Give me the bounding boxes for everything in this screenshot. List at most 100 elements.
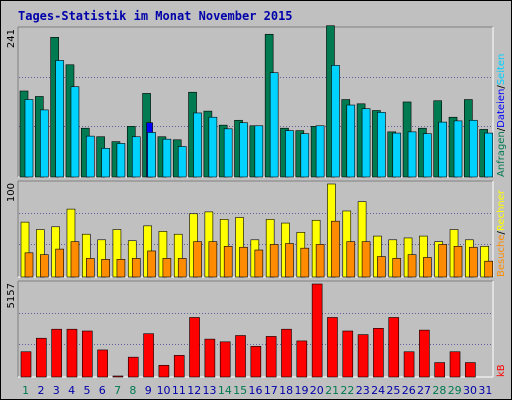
bar-seiten-17 xyxy=(269,72,279,178)
bar-rechner-17 xyxy=(269,244,279,278)
bar-rechner-29 xyxy=(453,246,463,278)
bar-kb-21 xyxy=(327,317,338,378)
bar-rechner-2 xyxy=(40,254,49,278)
bar-rechner-1 xyxy=(24,252,34,278)
bar-kb-23 xyxy=(357,334,369,378)
bar-rechner-7 xyxy=(116,259,126,278)
bar-seiten-24 xyxy=(377,112,386,178)
bar-seiten-29 xyxy=(453,120,463,178)
bar-rechner-27 xyxy=(423,257,432,278)
bar-rechner-24 xyxy=(377,256,386,278)
x-axis-label-13: 13 xyxy=(203,384,217,397)
x-axis-label-14: 14 xyxy=(218,384,232,397)
bar-seiten-25 xyxy=(392,132,402,178)
legend-top: Anfragen/Dateien/Seiten xyxy=(496,54,507,177)
bar-kb-20 xyxy=(311,283,323,378)
bar-kb-15 xyxy=(235,335,246,378)
bar-rechner-13 xyxy=(208,241,218,278)
bar-rechner-10 xyxy=(162,258,172,278)
x-axis-label-5: 5 xyxy=(83,384,90,397)
bar-rechner-21 xyxy=(331,220,340,278)
bar-seiten-12 xyxy=(193,112,202,178)
x-axis-label-17: 17 xyxy=(264,384,278,397)
x-axis-label-26: 26 xyxy=(402,384,416,397)
bar-kb-16 xyxy=(250,346,262,378)
bar-kb-14 xyxy=(219,341,231,378)
bar-kb-13 xyxy=(204,338,216,378)
bar-seiten-27 xyxy=(423,133,432,178)
bar-rechner-30 xyxy=(469,246,478,278)
bar-rechner-8 xyxy=(131,258,141,278)
bar-rechner-23 xyxy=(361,241,371,278)
x-axis-label-16: 16 xyxy=(249,384,263,397)
bar-seiten-1 xyxy=(24,99,34,178)
x-axis-label-12: 12 xyxy=(187,384,201,397)
bar-kb-9 xyxy=(143,333,154,378)
y-axis-max-label: 241 xyxy=(6,29,17,48)
bar-seiten-5 xyxy=(85,135,95,178)
bar-kb-1 xyxy=(20,351,32,378)
bar-rechner-20 xyxy=(315,244,325,278)
bar-kb-7 xyxy=(112,375,124,378)
bar-rechner-31 xyxy=(484,260,493,278)
bar-rechner-3 xyxy=(55,248,64,278)
chart-title: Tages-Statistik im Monat November 2015 xyxy=(18,9,293,23)
bar-kb-11 xyxy=(173,355,185,378)
x-axis-label-23: 23 xyxy=(356,384,370,397)
legend-middle: Besuche/Rechner xyxy=(496,189,507,277)
bar-rechner-25 xyxy=(392,258,402,278)
bar-kb-29 xyxy=(449,351,461,378)
bar-kb-24 xyxy=(373,328,384,378)
bar-rechner-6 xyxy=(101,259,110,278)
x-axis-label-20: 20 xyxy=(310,384,324,397)
bar-kb-12 xyxy=(189,317,200,378)
bar-seiten-8 xyxy=(131,136,141,178)
x-axis-label-7: 7 xyxy=(114,384,121,397)
bar-rechner-12 xyxy=(193,241,202,278)
bar-seiten-3 xyxy=(55,60,64,178)
bar-seiten-14 xyxy=(223,128,233,178)
bar-seiten-13 xyxy=(208,116,218,178)
bar-rechner-26 xyxy=(407,254,417,278)
bar-rechner-28 xyxy=(438,244,448,278)
bar-kb-26 xyxy=(403,351,415,378)
x-axis-label-22: 22 xyxy=(340,384,354,397)
legend-bottom: kB xyxy=(496,364,507,377)
x-axis-label-8: 8 xyxy=(129,384,136,397)
bar-kb-2 xyxy=(36,337,47,378)
x-axis-label-24: 24 xyxy=(371,384,385,397)
x-axis-label-3: 3 xyxy=(53,384,60,397)
bar-seiten-23 xyxy=(361,108,371,178)
bar-kb-30 xyxy=(465,362,476,378)
bar-seiten-10 xyxy=(162,138,172,178)
bar-kb-25 xyxy=(388,317,400,378)
bar-seiten-18 xyxy=(285,130,294,178)
y-axis-max-label: 100 xyxy=(6,183,17,202)
bar-kb-22 xyxy=(342,330,354,378)
bar-kb-27 xyxy=(419,329,430,378)
x-axis-label-11: 11 xyxy=(172,384,186,397)
bar-rechner-22 xyxy=(346,241,356,278)
bar-seiten-20 xyxy=(315,125,325,178)
x-axis-label-31: 31 xyxy=(478,384,492,397)
x-axis-label-4: 4 xyxy=(68,384,75,397)
bar-seiten-30 xyxy=(469,119,478,178)
bar-seiten-16 xyxy=(254,125,264,178)
bar-kb-4 xyxy=(66,328,78,378)
bar-seiten-4 xyxy=(70,86,80,178)
bar-seiten-31 xyxy=(484,132,493,178)
bar-seiten-22 xyxy=(346,104,356,178)
bar-kb-3 xyxy=(51,328,62,378)
bar-kb-17 xyxy=(265,336,277,378)
bar-seiten-7 xyxy=(116,143,126,178)
bar-rechner-18 xyxy=(285,243,294,278)
x-axis-label-2: 2 xyxy=(37,384,44,397)
bar-rechner-19 xyxy=(300,247,310,278)
bar-rechner-9 xyxy=(147,250,156,278)
x-axis-label-15: 15 xyxy=(233,384,247,397)
x-axis-label-10: 10 xyxy=(157,384,171,397)
bar-seiten-6 xyxy=(101,148,110,178)
y-axis-max-label: 5157 xyxy=(6,283,17,308)
bar-seiten-15 xyxy=(239,122,248,178)
